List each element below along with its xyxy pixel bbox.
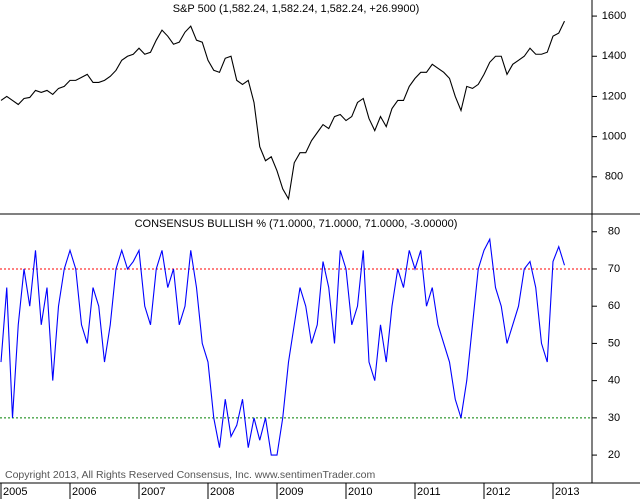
annotation: Copyright 2013, All Rights Reserved Cons… <box>5 469 375 481</box>
y-tick-label: 40 <box>608 375 620 387</box>
y-tick-label: 20 <box>608 449 620 461</box>
y-tick-label: 50 <box>608 337 620 349</box>
y-tick-label: 30 <box>608 412 620 424</box>
chart-title: CONSENSUS BULLISH % (71.0000, 71.0000, 7… <box>135 218 458 230</box>
data-line <box>0 237 566 456</box>
y-tick-label: 1400 <box>602 50 626 62</box>
x-tick-label: 2009 <box>279 486 303 498</box>
x-tick-label: 2012 <box>486 486 510 498</box>
y-tick-label: 1200 <box>602 90 626 102</box>
y-tick-label: 1600 <box>602 10 626 22</box>
y-tick-label: 1000 <box>602 131 626 143</box>
data-line <box>0 20 565 201</box>
x-tick-label: 2010 <box>348 486 372 498</box>
y-tick-label: 800 <box>605 171 623 183</box>
chart-title: S&P 500 (1,582.24, 1,582.24, 1,582.24, +… <box>173 3 420 15</box>
y-tick-label: 80 <box>608 226 620 238</box>
x-tick-label: 2007 <box>141 486 165 498</box>
x-tick-label: 2011 <box>417 486 441 498</box>
x-tick-label: 2005 <box>3 486 27 498</box>
y-tick-label: 70 <box>608 263 620 275</box>
x-tick-label: 2008 <box>210 486 234 498</box>
y-tick-label: 60 <box>608 300 620 312</box>
x-tick-label: 2013 <box>555 486 579 498</box>
x-tick-label: 2006 <box>72 486 96 498</box>
